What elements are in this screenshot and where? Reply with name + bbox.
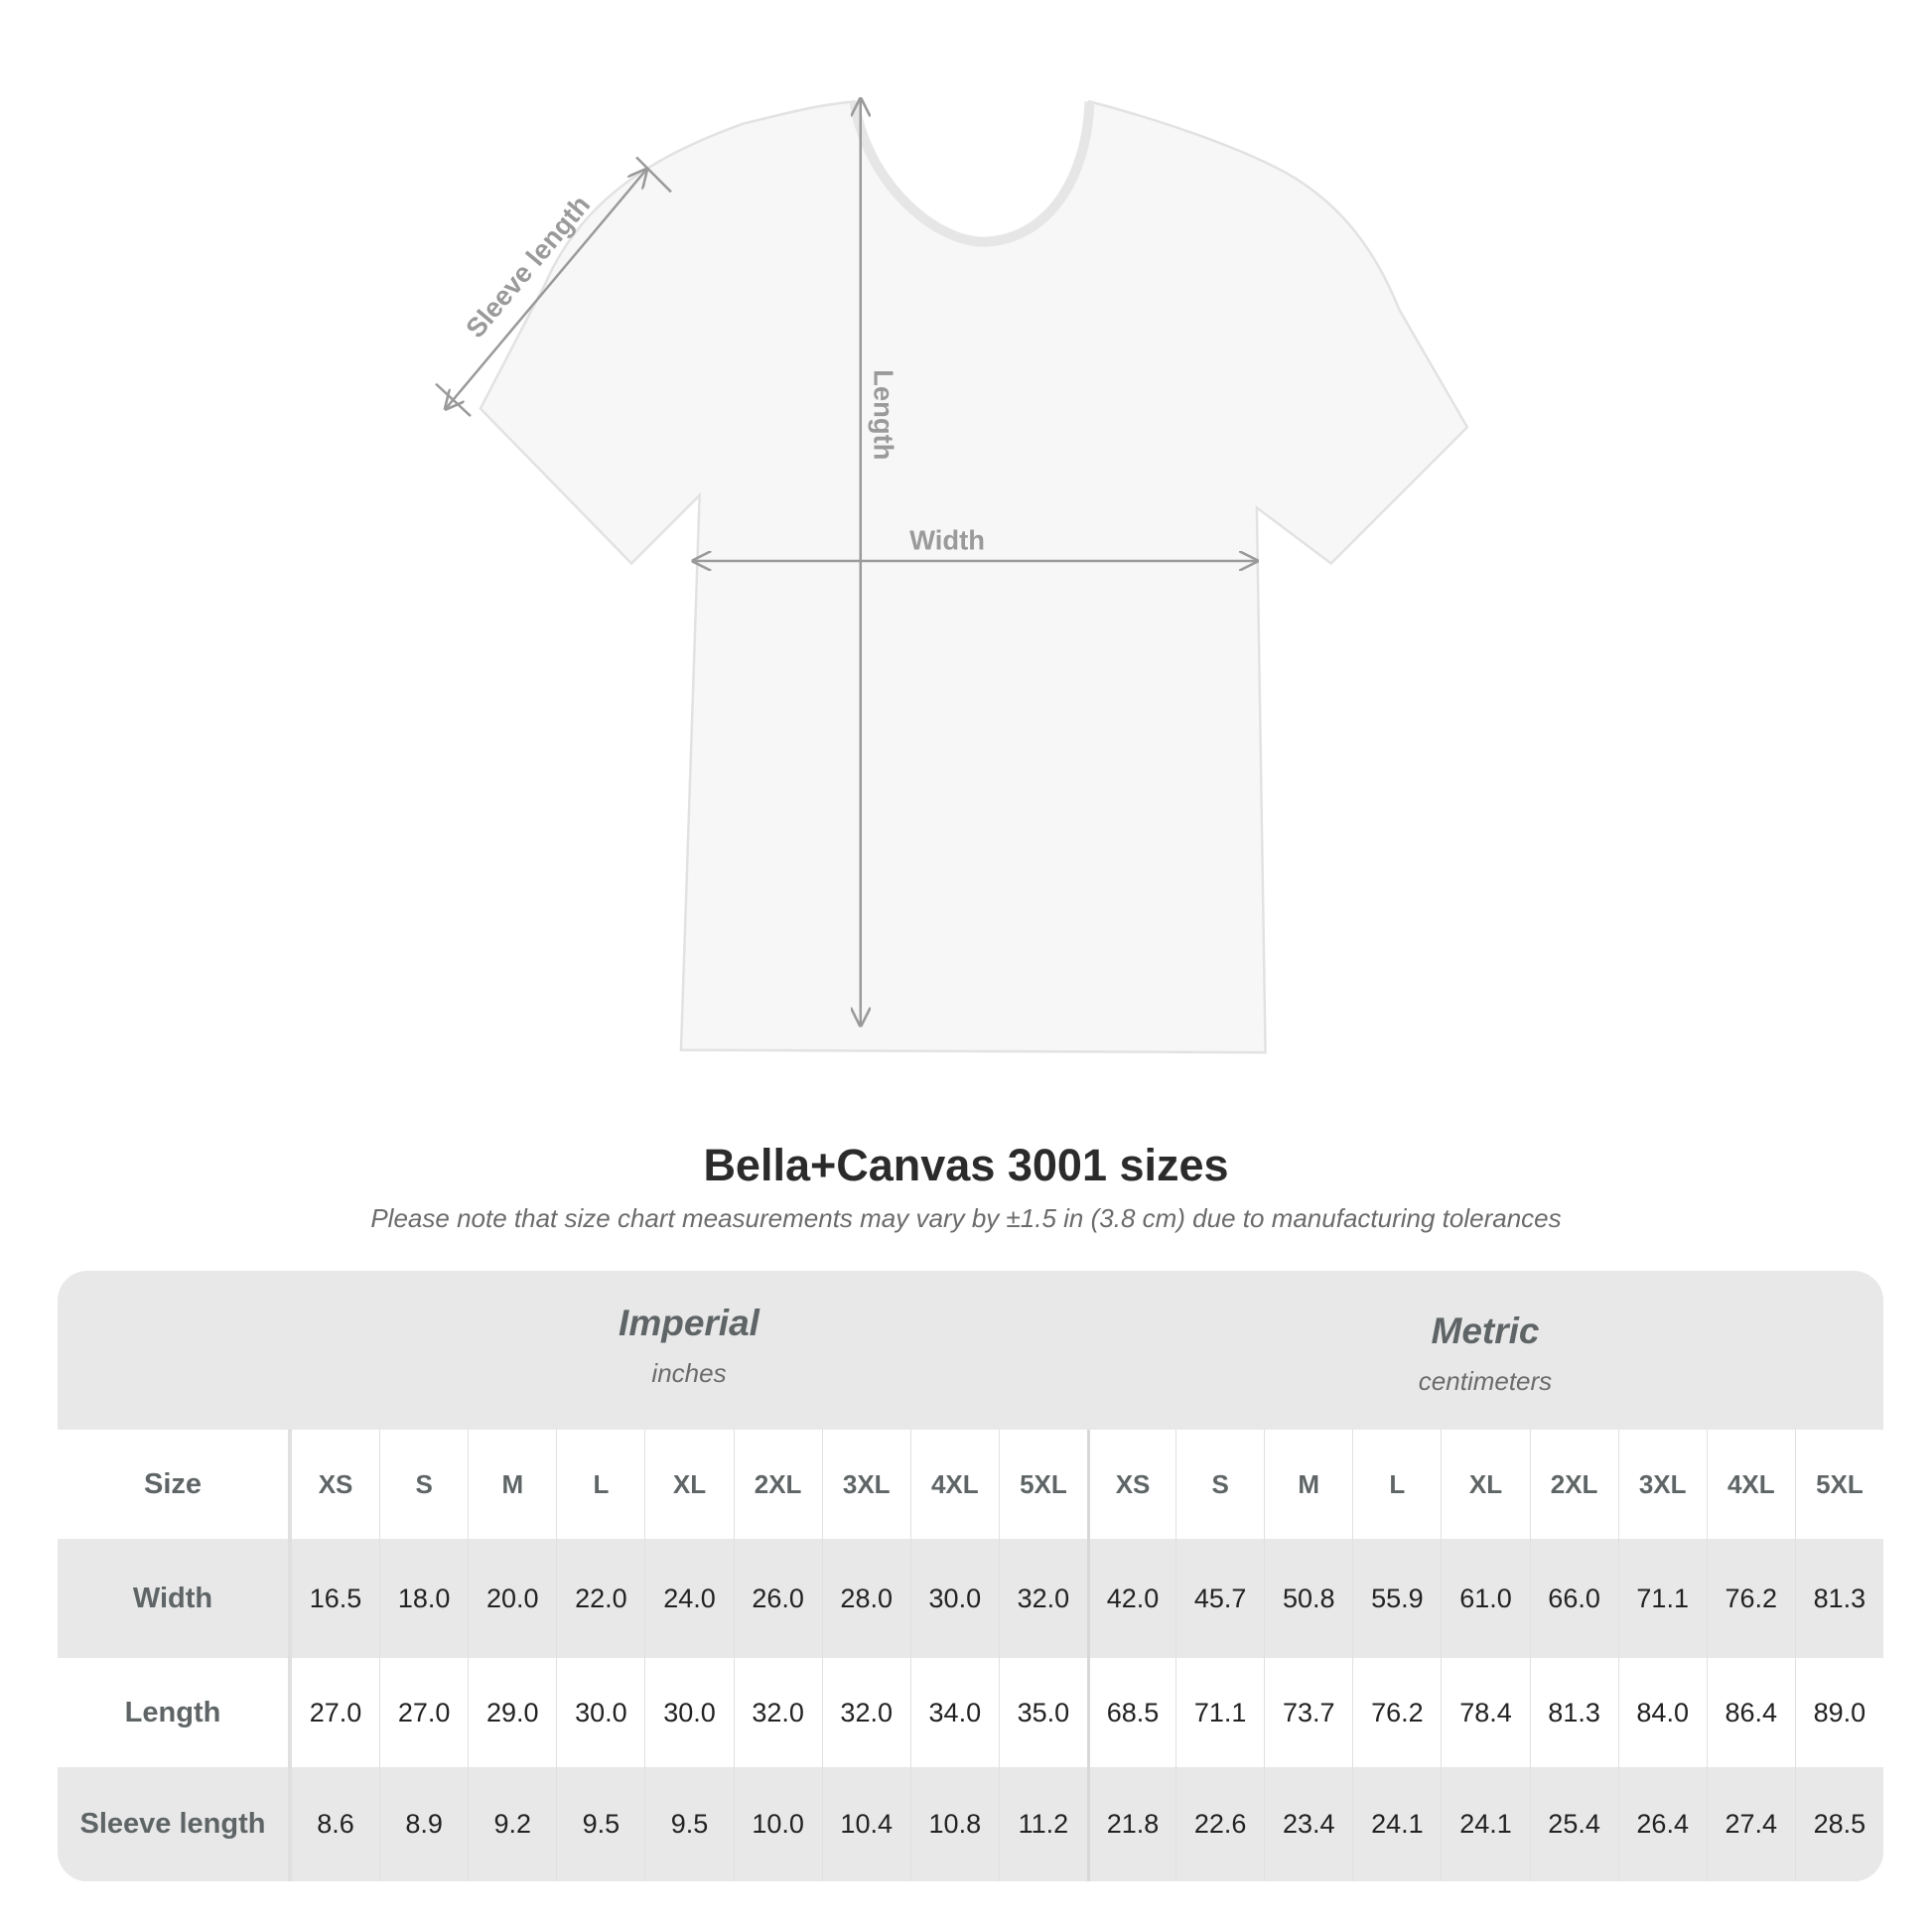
- size-header-cell: XS: [291, 1430, 379, 1539]
- table-cell: 86.4: [1706, 1658, 1795, 1767]
- table-cell: 34.0: [909, 1658, 999, 1767]
- table-cell: 35.0: [998, 1658, 1087, 1767]
- size-header-cell: 3XL: [1617, 1430, 1707, 1539]
- size-header-row: Size XS S M L XL 2XL 3XL 4XL 5XL XS S M L XL 2XL 3XL 4XL 5…: [58, 1430, 1883, 1539]
- imperial-title: Imperial: [619, 1303, 759, 1343]
- size-header-cell: 4XL: [909, 1430, 999, 1539]
- table-cell: 22.0: [556, 1539, 644, 1658]
- table-cell: 30.0: [909, 1539, 999, 1658]
- table-cell: 84.0: [1617, 1658, 1707, 1767]
- table-cell: 81.3: [1794, 1539, 1883, 1658]
- size-header-cell: M: [468, 1430, 556, 1539]
- table-cell: 76.2: [1706, 1539, 1795, 1658]
- tolerance-note: Please note that size chart measurements…: [370, 1203, 1562, 1233]
- row-label: Length: [58, 1658, 291, 1767]
- table-cell: 22.6: [1175, 1767, 1264, 1881]
- table-cell: 42.0: [1086, 1539, 1175, 1658]
- size-header-cell: XL: [1441, 1430, 1529, 1539]
- size-header-cell: XS: [1086, 1430, 1175, 1539]
- table-cell: 28.5: [1794, 1767, 1883, 1881]
- table-cell: 8.9: [379, 1767, 468, 1881]
- size-header-cell: 2XL: [1529, 1430, 1618, 1539]
- size-header-cell: 5XL: [998, 1430, 1087, 1539]
- imperial-header: Imperial inches: [291, 1271, 1087, 1461]
- metric-title: Metric: [1431, 1311, 1540, 1351]
- table-cell: 29.0: [468, 1658, 556, 1767]
- table-cell: 10.4: [821, 1767, 910, 1881]
- table-cell: 73.7: [1264, 1658, 1352, 1767]
- table-cell: 16.5: [291, 1539, 379, 1658]
- table-cell: 8.6: [291, 1767, 379, 1881]
- table-cell: 89.0: [1794, 1658, 1883, 1767]
- table-cell: 32.0: [998, 1539, 1087, 1658]
- table-cell: 55.9: [1352, 1539, 1441, 1658]
- table-cell: 10.8: [909, 1767, 999, 1881]
- table-cell: 32.0: [821, 1658, 910, 1767]
- table-cell: 61.0: [1441, 1539, 1529, 1658]
- table-cell: 81.3: [1529, 1658, 1618, 1767]
- row-label: Width: [58, 1539, 291, 1658]
- size-header-cell: L: [1352, 1430, 1441, 1539]
- size-header-cell: S: [1175, 1430, 1264, 1539]
- table-cell: 30.0: [644, 1658, 733, 1767]
- table-row-width: Width 16.5 18.0 20.0 22.0 24.0 26.0 28.0 30.0 32.…: [58, 1539, 1883, 1658]
- size-header-cell: XL: [644, 1430, 733, 1539]
- table-cell: 27.0: [379, 1658, 468, 1767]
- table-cell: 24.1: [1352, 1767, 1441, 1881]
- table-cell: 27.0: [291, 1658, 379, 1767]
- table-cell: 76.2: [1352, 1658, 1441, 1767]
- size-table: Imperial inches Metric centimeters Size X…: [58, 1271, 1883, 1881]
- size-header-cell: 3XL: [821, 1430, 910, 1539]
- metric-header: Metric centimeters: [1087, 1271, 1883, 1469]
- table-cell: 26.4: [1617, 1767, 1707, 1881]
- table-cell: 78.4: [1441, 1658, 1529, 1767]
- table-cell: 28.0: [821, 1539, 910, 1658]
- size-header-cell: 2XL: [733, 1430, 822, 1539]
- table-cell: 30.0: [556, 1658, 644, 1767]
- size-header-cell: S: [379, 1430, 468, 1539]
- size-header-cell: 4XL: [1706, 1430, 1795, 1539]
- table-cell: 71.1: [1617, 1539, 1707, 1658]
- table-cell: 10.0: [733, 1767, 822, 1881]
- width-label: Width: [909, 525, 985, 556]
- row-label: Size: [58, 1430, 291, 1539]
- table-row-length: Length 27.0 27.0 29.0 30.0 30.0 32.0 32.0 34.0 35…: [58, 1658, 1883, 1767]
- table-cell: 68.5: [1086, 1658, 1175, 1767]
- size-header-cell: L: [556, 1430, 644, 1539]
- table-cell: 66.0: [1529, 1539, 1618, 1658]
- sleeve-arrow: [446, 170, 646, 409]
- table-cell: 24.0: [644, 1539, 733, 1658]
- page-title: Bella+Canvas 3001 sizes: [703, 1140, 1229, 1190]
- table-cell: 9.5: [644, 1767, 733, 1881]
- length-label: Length: [868, 369, 898, 460]
- size-header-cell: M: [1264, 1430, 1352, 1539]
- table-cell: 45.7: [1175, 1539, 1264, 1658]
- size-header-cell: 5XL: [1794, 1430, 1883, 1539]
- table-cell: 50.8: [1264, 1539, 1352, 1658]
- table-cell: 11.2: [998, 1767, 1087, 1881]
- table-cell: 21.8: [1086, 1767, 1175, 1881]
- table-cell: 24.1: [1441, 1767, 1529, 1881]
- table-cell: 26.0: [733, 1539, 822, 1658]
- table-cell: 20.0: [468, 1539, 556, 1658]
- table-cell: 9.2: [468, 1767, 556, 1881]
- table-cell: 18.0: [379, 1539, 468, 1658]
- table-cell: 27.4: [1706, 1767, 1795, 1881]
- row-label: Sleeve length: [58, 1767, 291, 1881]
- table-cell: 71.1: [1175, 1658, 1264, 1767]
- table-cell: 32.0: [733, 1658, 822, 1767]
- imperial-unit: inches: [651, 1358, 727, 1388]
- table-row-sleeve-length: Sleeve length 8.6 8.9 9.2 9.5 9.5 10.0 10.4 10.8…: [58, 1767, 1883, 1881]
- metric-unit: centimeters: [1418, 1366, 1553, 1396]
- table-cell: 25.4: [1529, 1767, 1618, 1881]
- tshirt-diagram: Length Width Sleeve length: [435, 0, 1469, 1054]
- table-cell: 23.4: [1264, 1767, 1352, 1881]
- table-cell: 9.5: [556, 1767, 644, 1881]
